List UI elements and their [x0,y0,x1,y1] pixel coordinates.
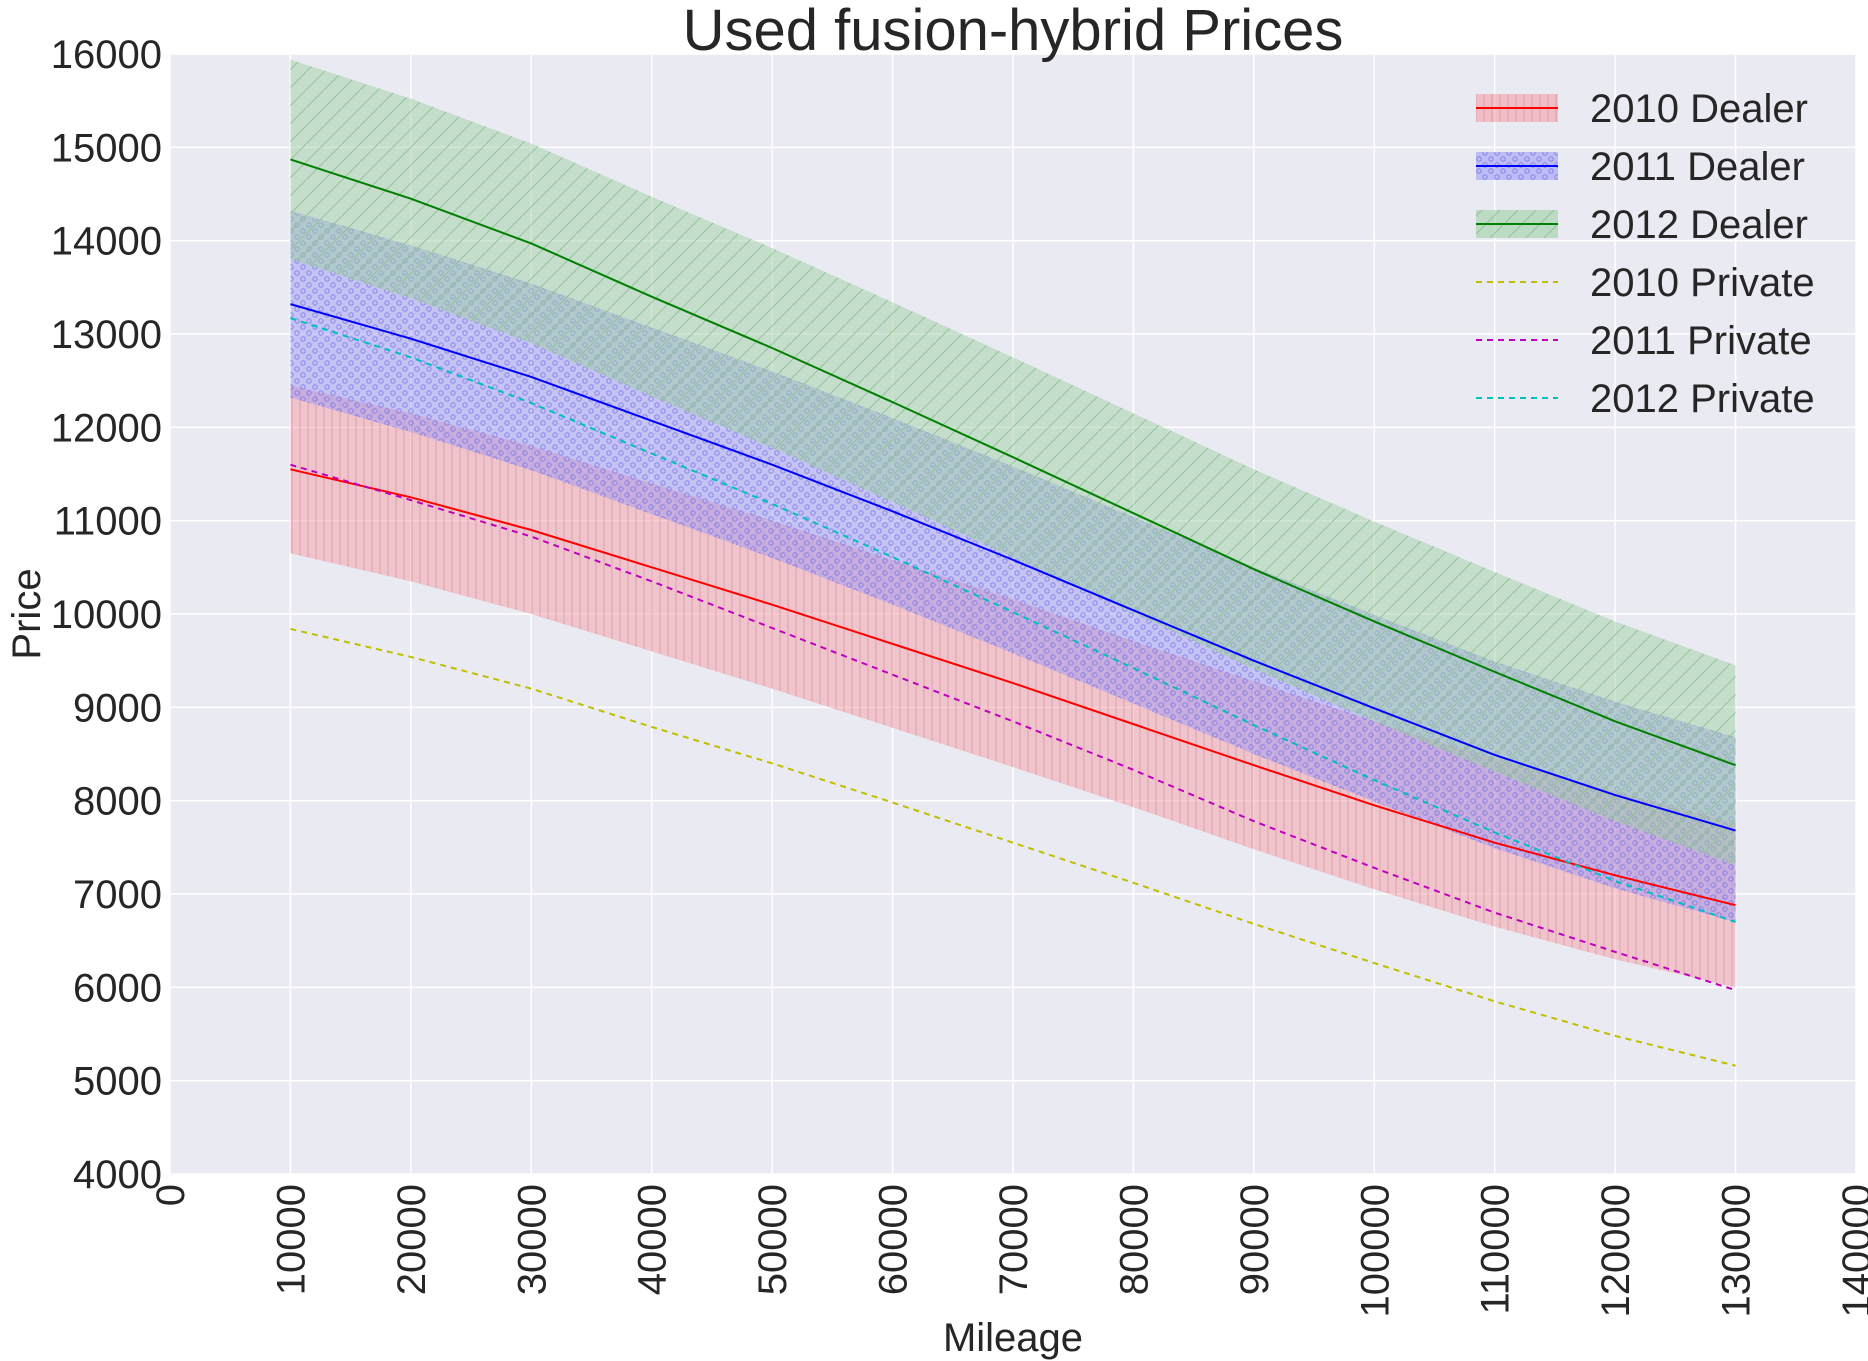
y-axis-label: Price [5,568,49,659]
y-tick-label: 10000 [51,593,162,637]
x-tick-label: 90000 [1233,1184,1277,1295]
band-hatch-2010-dealer [290,385,1736,988]
x-tick-label: 120000 [1594,1184,1638,1317]
y-tick-label: 8000 [73,780,162,824]
line-2010-private [290,627,1736,1067]
line-2011-dealer [290,303,1736,832]
y-tick-label: 13000 [51,313,162,357]
x-tick-label: 20000 [390,1184,434,1295]
x-tick-label: 110000 [1474,1184,1518,1315]
y-tick-label: 9000 [73,686,162,730]
legend-item-2012-private: 2012 Private [1476,377,1815,421]
x-axis-label: Mileage [943,1316,1083,1360]
x-tick-label: 50000 [751,1184,795,1295]
legend: 2010 Dealer 2011 Dealer 2012 Dealer 2010 Pr… [1476,87,1815,421]
legend-item-2010-dealer: 2010 Dealer [1476,87,1808,131]
x-tick-labels: 0 10000 20000 30000 40000 50000 60000 70000 8000… [149,1184,1868,1317]
x-tick-label: 100000 [1353,1184,1397,1317]
y-tick-label: 7000 [73,873,162,917]
legend-item-2012-dealer: 2012 Dealer [1476,203,1808,247]
legend-label: 2012 Private [1590,377,1815,421]
x-tick-label: 60000 [872,1184,916,1295]
x-tick-label: 40000 [631,1184,675,1295]
legend-label: 2011 Private [1590,319,1812,363]
series-lines [290,158,1736,1067]
x-tick-label: 0 [149,1184,193,1206]
x-tick-label: 130000 [1715,1184,1759,1317]
y-tick-label: 16000 [51,33,162,77]
y-tick-labels: 4000 5000 6000 7000 8000 9000 10000 11000 12000 1… [51,33,162,1197]
legend-label: 2012 Dealer [1590,203,1808,247]
x-tick-label: 10000 [269,1184,313,1295]
legend-item-2011-private: 2011 Private [1476,319,1812,363]
y-tick-label: 15000 [51,126,162,170]
band-hatch-2012-dealer [290,59,1736,866]
legend-item-2010-private: 2010 Private [1476,261,1815,305]
x-tick-label: 80000 [1112,1184,1156,1295]
line-2012-dealer [290,158,1736,767]
y-tick-label: 4000 [73,1153,162,1197]
x-tick-label: 30000 [510,1184,554,1295]
legend-label: 2010 Dealer [1590,87,1808,131]
confidence-bands [290,59,1736,988]
legend-label: 2011 Dealer [1590,145,1805,189]
line-2010-dealer [290,468,1736,907]
y-tick-label: 12000 [51,406,162,450]
legend-label: 2010 Private [1590,261,1815,305]
y-tick-label: 6000 [73,966,162,1010]
x-tick-label: 70000 [992,1184,1036,1295]
chart-title: Used fusion-hybrid Prices [683,0,1344,63]
y-tick-label: 14000 [51,220,162,264]
line-2012-private [290,317,1736,923]
y-tick-label: 5000 [73,1060,162,1104]
x-tick-label: 140000 [1835,1184,1868,1317]
legend-item-2011-dealer: 2011 Dealer [1476,145,1805,189]
y-tick-label: 11000 [54,500,162,544]
